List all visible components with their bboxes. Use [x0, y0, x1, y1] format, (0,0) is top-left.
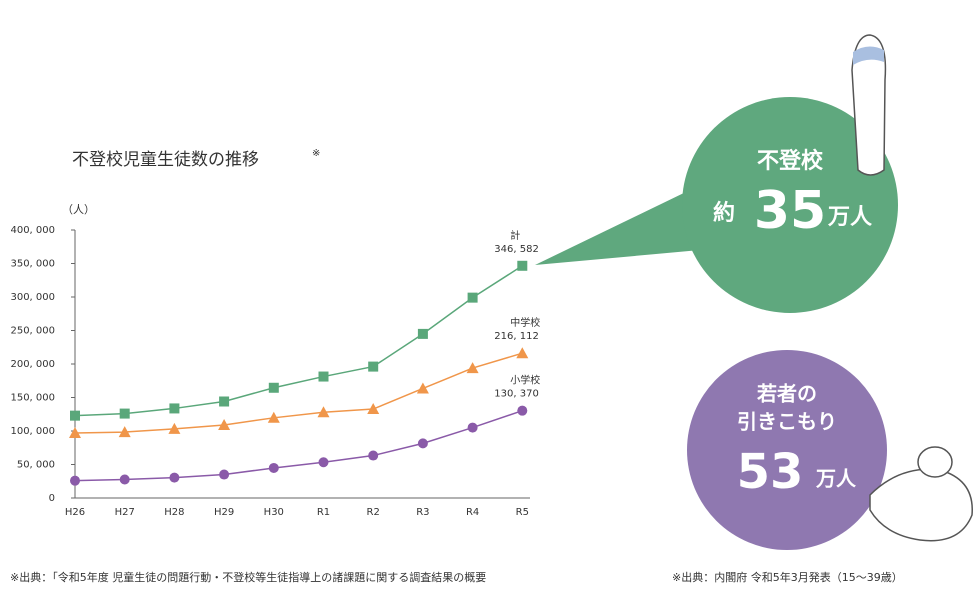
marker — [368, 361, 379, 372]
marker — [219, 469, 230, 480]
hikikomori-circle — [687, 350, 887, 550]
hikikomori-line2: 引きこもり — [737, 410, 837, 434]
x-tick-label: H30 — [264, 507, 284, 518]
series-line — [74, 352, 523, 434]
chart-title: 不登校児童生徒数の推移 — [72, 150, 259, 170]
x-tick-label: H26 — [65, 507, 85, 518]
y-tick-label: 0 — [49, 493, 55, 504]
series-line — [74, 409, 523, 482]
x-tick-label: R2 — [367, 507, 380, 518]
y-tick-label: 200, 000 — [10, 359, 55, 370]
y-tick-label: 150, 000 — [10, 393, 55, 404]
marker — [70, 410, 80, 421]
marker — [268, 462, 279, 473]
marker — [118, 426, 131, 438]
marker — [119, 408, 130, 419]
title-note: ※ — [312, 148, 320, 159]
futoko-prefix: 約 — [713, 200, 735, 226]
futoko-bubble — [682, 97, 898, 313]
x-tick-label: R5 — [516, 507, 529, 518]
marker — [466, 362, 479, 374]
futoko-number: 35 — [754, 181, 826, 241]
marker — [516, 347, 529, 359]
value-label: 346, 582 — [494, 244, 539, 255]
bubble-tail — [535, 190, 700, 265]
marker — [218, 418, 231, 430]
footnote-right: ※出典：内閣府 令和5年3月発表（15〜39歳） — [672, 570, 903, 584]
y-tick-label: 50, 000 — [17, 460, 55, 471]
marker — [467, 292, 478, 303]
lying-character — [869, 468, 973, 542]
character — [851, 34, 887, 176]
character-shade — [853, 46, 884, 65]
x-tick-label: H28 — [164, 507, 184, 518]
marker — [119, 474, 130, 485]
marker — [268, 382, 279, 393]
marker — [70, 475, 80, 486]
footnote-left: ※出典：「令和5年度 児童生徒の問題行動・不登校等生徒指導上の諸課題に関する調査… — [10, 570, 486, 584]
marker — [168, 422, 181, 434]
lying-character-head — [917, 446, 953, 478]
marker — [317, 406, 330, 418]
y-tick-label: 250, 000 — [10, 326, 55, 337]
marker — [318, 371, 329, 382]
series-name: 計 — [510, 229, 520, 242]
marker — [219, 396, 230, 407]
futoko-title: 不登校 — [757, 148, 824, 174]
hikikomori-line1: 若者の — [756, 382, 817, 406]
marker — [517, 260, 528, 271]
marker — [318, 457, 329, 468]
marker — [368, 450, 379, 461]
futoko-unit: 万人 — [827, 205, 872, 230]
series-name: 小学校 — [510, 374, 540, 387]
marker — [416, 382, 429, 394]
hikikomori-unit: 万人 — [815, 467, 857, 491]
marker — [417, 438, 428, 449]
value-label: 216, 112 — [494, 331, 539, 342]
x-tick-label: H27 — [115, 507, 135, 518]
x-tick-label: R4 — [466, 507, 479, 518]
hikikomori-number: 53 — [737, 444, 804, 500]
series-line — [74, 265, 523, 417]
marker — [517, 405, 528, 416]
marker — [69, 426, 81, 438]
series-name: 中学校 — [510, 316, 540, 329]
marker — [367, 403, 380, 415]
x-tick-label: R3 — [416, 507, 429, 518]
y-tick-label: 300, 000 — [10, 292, 55, 303]
marker — [417, 328, 428, 339]
x-tick-label: H29 — [214, 507, 234, 518]
y-tick-label: 400, 000 — [10, 225, 55, 236]
marker — [169, 472, 180, 483]
x-tick-label: R1 — [317, 507, 330, 518]
y-axis-label: （人） — [62, 203, 95, 216]
y-tick-label: 100, 000 — [10, 426, 55, 437]
value-label: 130, 370 — [494, 389, 539, 400]
marker — [267, 411, 280, 423]
y-tick-label: 350, 000 — [10, 259, 55, 270]
marker — [467, 422, 478, 433]
marker — [169, 403, 180, 414]
